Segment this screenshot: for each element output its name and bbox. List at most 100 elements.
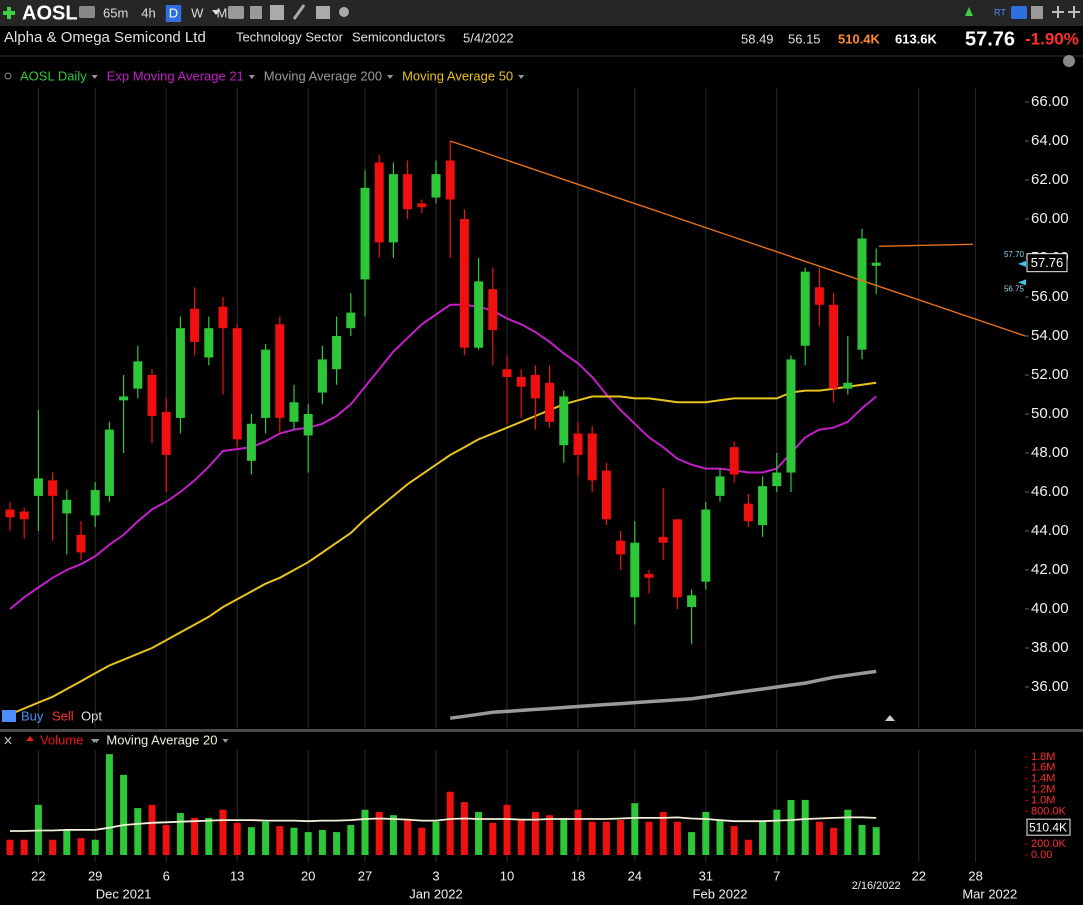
icon[interactable]: [339, 7, 349, 17]
price-marker: [1018, 260, 1026, 267]
legend-dropdown[interactable]: [387, 75, 394, 79]
y-tick-label: 56.00: [1031, 288, 1069, 305]
legend-dropdown[interactable]: [248, 75, 255, 79]
y-tick-label: 1.0M: [1031, 794, 1055, 806]
icon[interactable]: [228, 6, 244, 19]
candle-body: [630, 542, 640, 598]
candle-body: [857, 238, 867, 350]
candle-body: [445, 160, 455, 200]
legend-dropdown[interactable]: [91, 75, 98, 79]
volume-bar: [645, 821, 653, 855]
candle-body: [261, 349, 271, 418]
volume-bar: [475, 811, 483, 855]
volume-bar: [318, 829, 326, 855]
x-tick-label: 18: [571, 868, 585, 883]
settings-icon[interactable]: [1063, 55, 1075, 67]
x-tick-label: 13: [230, 868, 244, 883]
icon[interactable]: [1031, 6, 1043, 19]
price-marker: [1018, 279, 1026, 286]
rt-icon[interactable]: RT: [994, 7, 1006, 17]
icon[interactable]: [270, 5, 284, 20]
candle-body: [559, 396, 569, 446]
y-tick-label: 42.00: [1031, 561, 1069, 578]
price-pane: [5, 141, 881, 720]
trade-icon[interactable]: [2, 710, 16, 722]
y-tick-label: 38.00: [1031, 639, 1069, 656]
scroll-icon[interactable]: [885, 715, 895, 721]
volume-bar: [659, 811, 667, 855]
y-tick-label: 36.00: [1031, 678, 1069, 695]
line: [9, 381, 877, 716]
volume-bar: [105, 754, 113, 855]
sell-button[interactable]: Sell: [52, 708, 74, 723]
legend-entry[interactable]: Moving Average 50: [402, 68, 513, 83]
volume-bar: [63, 829, 71, 855]
candle-body: [587, 433, 597, 481]
candle-body: [275, 324, 285, 418]
legend-dropdown[interactable]: [222, 739, 229, 743]
candle-body: [800, 271, 810, 346]
x-period-label: Jan 2022: [409, 886, 463, 901]
icon[interactable]: [292, 4, 306, 20]
icon[interactable]: [1011, 6, 1027, 19]
candle-body: [431, 174, 441, 198]
legend-dropdown[interactable]: [91, 739, 97, 743]
icon[interactable]: [1052, 6, 1064, 18]
y-tick-label: 200.0K: [1031, 838, 1067, 850]
volume-bar: [602, 821, 610, 855]
volume-bar: [730, 826, 738, 855]
options-button[interactable]: Opt: [81, 708, 102, 723]
star-icon[interactable]: [965, 7, 973, 16]
volume-bar: [531, 811, 539, 855]
legend-entry[interactable]: Exp Moving Average 21: [107, 68, 244, 83]
interval-button[interactable]: W: [191, 5, 204, 20]
volume-bar: [333, 832, 341, 855]
interval-button[interactable]: 65m: [103, 5, 128, 20]
icon[interactable]: [1068, 6, 1080, 18]
candle-body: [374, 162, 384, 243]
icon[interactable]: [316, 6, 330, 19]
stat-volume: 510.4K: [838, 31, 881, 46]
volume-bar: [389, 815, 397, 855]
volume-bar: [517, 820, 525, 855]
candle-body: [76, 534, 86, 553]
legend-dropdown[interactable]: [518, 75, 525, 79]
add-icon[interactable]: [3, 7, 15, 19]
volume-bar: [631, 803, 639, 855]
legend-icon: [4, 72, 12, 80]
candle-body: [530, 375, 540, 399]
dropdown-icon[interactable]: [212, 10, 220, 15]
volume-bar: [744, 839, 752, 855]
candle-body: [843, 382, 853, 389]
volume-bar: [176, 813, 184, 855]
volume-bar: [120, 774, 128, 855]
candle-body: [388, 174, 398, 243]
candle-body: [871, 262, 881, 266]
icon[interactable]: [79, 6, 95, 18]
volume-bar: [716, 820, 724, 855]
candle-body: [190, 308, 200, 342]
legend-entry[interactable]: Moving Average 200: [264, 68, 382, 83]
candle-body: [62, 499, 72, 514]
candle-body: [573, 433, 583, 455]
close-icon[interactable]: [4, 736, 12, 745]
legend-entry[interactable]: Moving Average 20: [106, 732, 217, 747]
company: Alpha & Omega Semicond Ltd: [4, 29, 206, 46]
icon[interactable]: [250, 6, 262, 19]
buy-button[interactable]: Buy: [21, 708, 44, 723]
volume-bar: [489, 822, 497, 855]
sector: Technology Sector: [236, 29, 344, 44]
volume-bar: [262, 821, 270, 855]
last-price-box: [1026, 253, 1068, 273]
symbol[interactable]: AOSL: [22, 2, 78, 24]
interval-button[interactable]: M: [216, 5, 227, 20]
candle-body: [644, 573, 654, 578]
interval-button[interactable]: 4h: [141, 5, 155, 20]
y-tick-label: 64.00: [1031, 132, 1069, 149]
legend-entry[interactable]: Volume: [40, 732, 83, 747]
y-tick-label: 40.00: [1031, 600, 1069, 617]
legend-entry[interactable]: AOSL Daily: [20, 68, 87, 83]
interval-button[interactable]: D: [169, 5, 178, 20]
volume-bar: [858, 825, 866, 855]
